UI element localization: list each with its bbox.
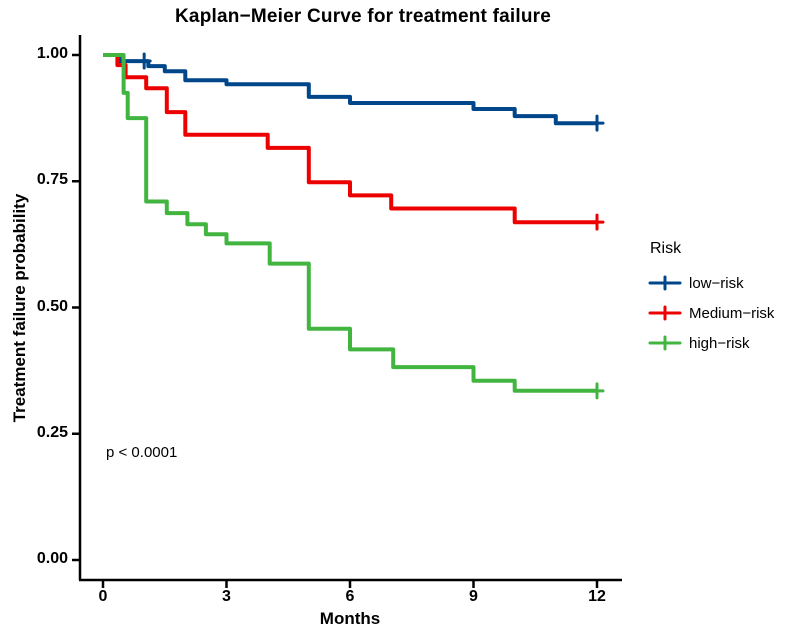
km-line-key-icon	[648, 305, 682, 321]
x-tick-label-9: 9	[469, 588, 478, 605]
legend-entry-low-risk: low−risk	[648, 268, 774, 298]
y-tick-label-0.50: 0.50	[36, 297, 68, 315]
y-tick-label-0.25: 0.25	[36, 423, 68, 441]
legend-entry-high-risk: high−risk	[648, 328, 774, 358]
legend: Risk low−risk Medium−risk high−risk	[648, 240, 774, 358]
y-tick-label-0.00: 0.00	[36, 550, 68, 567]
km-curve-Medium-risk	[103, 53, 597, 225]
km-curve-high-risk	[103, 53, 597, 393]
legend-title: Risk	[650, 240, 682, 257]
legend-label: Medium−risk	[689, 304, 775, 322]
km-line-key-icon	[648, 275, 682, 291]
km-line-key-icon	[648, 335, 682, 351]
legend-label: high−risk	[689, 334, 750, 352]
p-value-annotation: p < 0.0001	[106, 444, 178, 461]
legend-label: low−risk	[689, 274, 744, 292]
x-tick-label-6: 6	[345, 588, 355, 605]
x-tick-label-3: 3	[222, 588, 231, 605]
x-axis-title: Months	[319, 609, 381, 628]
legend-entry-medium-risk: Medium−risk	[648, 298, 774, 328]
km-curve-low-risk	[103, 53, 597, 126]
x-tick-label-0: 0	[98, 588, 108, 605]
chart-title: Kaplan−Meier Curve for treatment failure	[175, 6, 551, 27]
y-tick-label-1.00: 1.00	[36, 45, 68, 62]
x-tick-label-12: 12	[588, 588, 606, 605]
y-tick-label-0.75: 0.75	[36, 171, 68, 189]
